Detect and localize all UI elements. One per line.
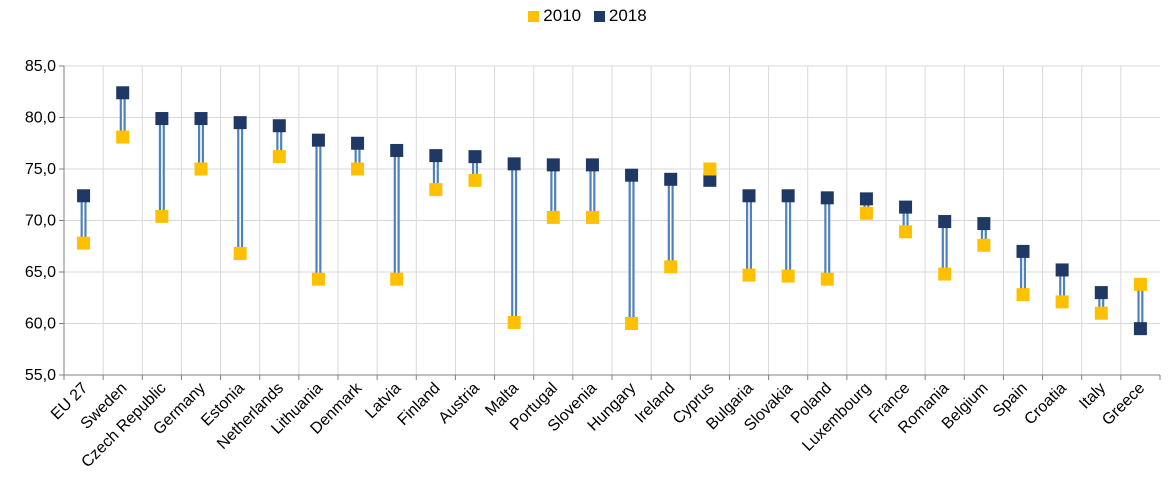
- marker-2018: [390, 143, 404, 157]
- marker-2010: [859, 206, 873, 220]
- x-tick-label: Italy: [1076, 380, 1109, 413]
- y-tick-label: 85,0: [25, 58, 56, 75]
- marker-2010: [703, 162, 717, 176]
- legend: 2010 2018: [0, 6, 1175, 27]
- x-tick-label: Ireland: [632, 380, 679, 427]
- marker-2010: [546, 210, 560, 224]
- marker-2010: [116, 130, 130, 144]
- y-tick-label: 80,0: [25, 110, 56, 127]
- marker-2018: [899, 200, 913, 214]
- marker-2010: [194, 162, 208, 176]
- marker-2018: [546, 158, 560, 172]
- marker-2018: [1094, 286, 1108, 300]
- marker-2010: [781, 269, 795, 283]
- marker-2010: [1055, 295, 1069, 309]
- legend-swatch-2018: [593, 10, 605, 22]
- marker-2010: [155, 209, 169, 223]
- marker-2010: [351, 162, 365, 176]
- marker-2010: [390, 272, 404, 286]
- marker-2010: [233, 246, 247, 260]
- marker-2018: [585, 158, 599, 172]
- marker-2010: [1133, 277, 1147, 291]
- marker-2010: [1094, 306, 1108, 320]
- marker-2018: [703, 173, 717, 187]
- legend-item-2018: 2018: [593, 6, 647, 26]
- y-tick-label: 60,0: [25, 316, 56, 333]
- marker-2018: [507, 157, 521, 171]
- marker-2010: [938, 267, 952, 281]
- x-tick-label: Croatia: [1021, 380, 1070, 429]
- legend-label-2018: 2018: [608, 6, 647, 25]
- marker-2018: [1016, 244, 1030, 258]
- marker-2010: [625, 317, 639, 330]
- legend-label-2010: 2010: [543, 6, 582, 25]
- marker-2010: [1016, 288, 1030, 302]
- x-tick-label: Finland: [395, 380, 444, 429]
- marker-2010: [585, 210, 599, 224]
- marker-2018: [116, 86, 130, 100]
- marker-2018: [1133, 322, 1147, 336]
- marker-2018: [625, 168, 639, 182]
- marker-2018: [429, 149, 443, 163]
- marker-2018: [820, 191, 834, 205]
- y-tick-label: 55,0: [25, 367, 56, 384]
- marker-2018: [977, 217, 991, 231]
- y-tick-label: 70,0: [25, 213, 56, 230]
- marker-2018: [938, 215, 952, 229]
- marker-2010: [820, 272, 834, 286]
- marker-2018: [77, 189, 91, 203]
- marker-2018: [233, 116, 247, 130]
- marker-2018: [742, 189, 756, 203]
- marker-2010: [311, 272, 325, 286]
- marker-2018: [859, 192, 873, 206]
- marker-2018: [311, 133, 325, 147]
- marker-2018: [781, 189, 795, 203]
- marker-2018: [351, 136, 365, 150]
- marker-2018: [272, 119, 286, 133]
- legend-item-2010: 2010: [528, 6, 581, 26]
- marker-2010: [468, 173, 482, 187]
- y-tick-label: 75,0: [25, 161, 56, 178]
- marker-2010: [977, 238, 991, 252]
- marker-2010: [507, 315, 521, 329]
- marker-2018: [664, 172, 678, 186]
- x-tick-label: Austria: [436, 380, 483, 427]
- marker-2018: [1055, 263, 1069, 277]
- x-tick-label: Greece: [1099, 380, 1148, 429]
- marker-2018: [194, 112, 208, 126]
- legend-swatch-2010: [528, 10, 540, 22]
- marker-2010: [77, 236, 91, 250]
- marker-2018: [155, 112, 169, 126]
- y-tick-label: 65,0: [25, 264, 56, 281]
- marker-2010: [272, 150, 286, 164]
- marker-2018: [468, 150, 482, 164]
- marker-2010: [429, 183, 443, 197]
- marker-2010: [899, 225, 913, 239]
- marker-2010: [664, 260, 678, 274]
- marker-2010: [742, 268, 756, 282]
